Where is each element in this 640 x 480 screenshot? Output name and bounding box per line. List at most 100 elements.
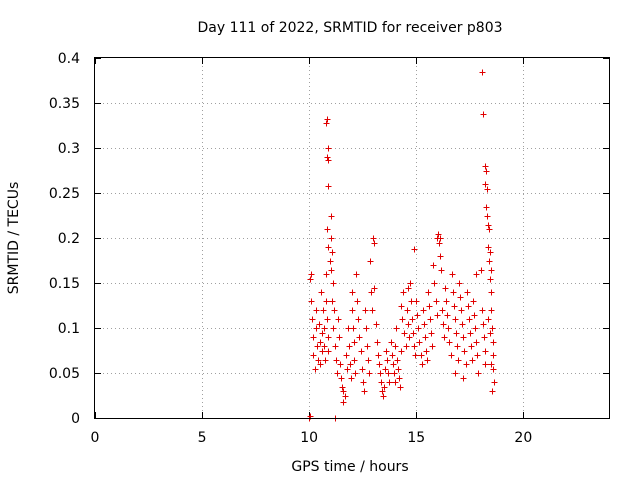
data-point — [374, 339, 381, 346]
chart-title: Day 111 of 2022, SRMTID for receiver p80… — [197, 20, 502, 36]
data-point — [329, 249, 336, 256]
data-point — [425, 289, 432, 296]
data-point — [454, 343, 461, 350]
data-point — [356, 334, 363, 341]
data-point — [413, 298, 420, 305]
y-tick-label: 0.4 — [58, 51, 80, 67]
data-point — [474, 352, 481, 359]
data-point — [331, 307, 338, 314]
data-point — [487, 249, 494, 256]
y-tick-label: 0.3 — [58, 141, 80, 157]
data-point — [457, 294, 464, 301]
data-point — [431, 280, 438, 287]
data-point — [486, 226, 493, 233]
data-point — [415, 325, 422, 332]
data-point — [392, 343, 399, 350]
data-point — [429, 343, 436, 350]
data-point — [397, 384, 404, 391]
data-point — [375, 352, 382, 359]
data-point — [428, 330, 435, 337]
x-tick-label: 15 — [407, 430, 425, 446]
data-point — [465, 303, 472, 310]
x-tick-label: 10 — [300, 430, 318, 446]
data-point — [404, 307, 411, 314]
data-point — [483, 168, 490, 175]
data-point — [452, 316, 459, 323]
data-point — [339, 384, 346, 391]
data-point — [490, 366, 497, 373]
data-point — [411, 246, 418, 253]
data-point — [441, 334, 448, 341]
data-point — [340, 388, 347, 395]
data-point — [437, 253, 444, 260]
data-point — [381, 384, 388, 391]
data-point — [330, 325, 337, 332]
data-point — [485, 316, 492, 323]
y-tick-label: 0.35 — [49, 96, 80, 112]
data-point — [438, 267, 445, 274]
data-point — [487, 276, 494, 283]
data-point — [377, 370, 384, 377]
data-point — [421, 321, 428, 328]
tick-labels: 0 5 10 15 20 0 0.05 0.1 0.15 0.2 0.25 0.3 0.35 0.4 — [49, 51, 532, 446]
data-point — [405, 285, 412, 292]
data-point — [482, 181, 489, 188]
data-point — [368, 289, 375, 296]
data-point — [420, 307, 427, 314]
data-point — [398, 348, 405, 355]
data-point — [332, 343, 339, 350]
data-point — [482, 361, 489, 368]
data-point — [369, 307, 376, 314]
data-point — [319, 348, 326, 355]
data-point — [365, 357, 372, 364]
data-point — [322, 357, 329, 364]
data-point — [328, 213, 335, 220]
data-point — [416, 339, 423, 346]
data-point — [491, 379, 498, 386]
y-tick-label: 0 — [71, 411, 80, 427]
data-point — [337, 361, 344, 368]
data-point — [317, 339, 324, 346]
data-point — [358, 348, 365, 355]
data-point — [323, 271, 330, 278]
data-point — [329, 298, 336, 305]
data-point — [459, 321, 466, 328]
data-point — [343, 352, 350, 359]
data-point — [376, 361, 383, 368]
data-point — [490, 339, 497, 346]
data-point — [437, 235, 444, 242]
data-point — [422, 334, 429, 341]
data-point — [324, 226, 331, 233]
data-point — [433, 298, 440, 305]
y-tick-label: 0.05 — [49, 366, 80, 382]
data-point — [325, 348, 332, 355]
data-point — [351, 339, 358, 346]
data-point — [388, 339, 395, 346]
y-tick-label: 0.1 — [58, 321, 80, 337]
data-point — [316, 321, 323, 328]
data-point — [464, 289, 471, 296]
data-point — [360, 379, 367, 386]
data-point — [310, 334, 317, 341]
data-point — [435, 231, 442, 238]
data-point — [336, 334, 343, 341]
data-point — [366, 370, 373, 377]
data-point — [384, 357, 391, 364]
data-point — [392, 379, 399, 386]
data-point — [403, 343, 410, 350]
data-point — [361, 388, 368, 395]
data-point — [488, 267, 495, 274]
y-tick-label: 0.2 — [58, 231, 80, 247]
data-point — [472, 325, 479, 332]
data-point — [485, 244, 492, 251]
data-point — [325, 334, 332, 341]
data-point — [380, 393, 387, 400]
data-point — [406, 334, 413, 341]
data-point — [393, 325, 400, 332]
data-point — [466, 316, 473, 323]
data-point — [398, 303, 405, 310]
data-point — [324, 154, 331, 161]
data-point — [478, 267, 485, 274]
data-point — [480, 321, 487, 328]
data-point — [348, 375, 355, 382]
